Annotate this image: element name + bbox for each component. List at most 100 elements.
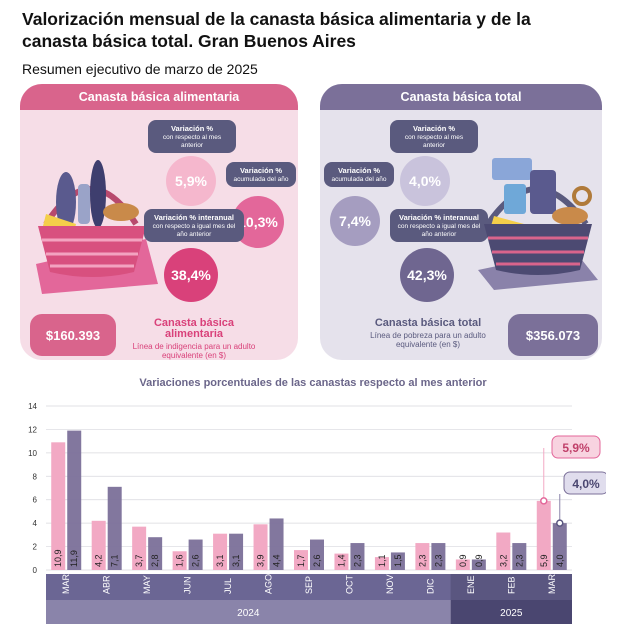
- page-subtitle: Resumen ejecutivo de marzo de 2025: [22, 61, 258, 77]
- bar: [512, 543, 527, 570]
- cba-var-acumulada-value: 10,3%: [232, 196, 284, 248]
- cba-price-description: Canasta básica alimentaria Línea de indi…: [124, 317, 264, 361]
- x-tick-label: JUL: [223, 578, 233, 594]
- bar: [294, 550, 308, 570]
- x-tick-label: MAR: [61, 574, 71, 595]
- bar-value-label: 3,1: [215, 554, 225, 567]
- bar-value-label: 7,1: [110, 554, 120, 567]
- cba-var-interanual-tag: Variación % interanual con respecto a ig…: [144, 209, 244, 242]
- bar-value-label: 4,0: [555, 554, 565, 567]
- y-tick-label: 4: [33, 519, 38, 528]
- bar: [91, 520, 106, 570]
- bar-value-label: 2,3: [417, 554, 427, 567]
- bar: [172, 551, 187, 570]
- cbt-var-interanual-value: 42,3%: [400, 248, 454, 302]
- bar: [552, 523, 567, 570]
- cbt-var-mensual-label: Variación %: [412, 124, 456, 133]
- x-tick-label: MAY: [142, 575, 152, 594]
- year-label-2024: 2024: [237, 608, 260, 619]
- basket-food-illustration: [36, 160, 158, 294]
- cba-var-mensual-value: 5,9%: [166, 156, 216, 206]
- callout-label-cbt: 4,0%: [572, 477, 600, 491]
- cba-var-acumulada-sub: acumulada del año: [233, 176, 289, 183]
- bar-value-label: 2,3: [352, 554, 362, 567]
- x-tick-label: AGO: [264, 574, 274, 594]
- bar-value-label: 1,1: [377, 554, 387, 567]
- bar: [310, 539, 324, 570]
- cba-name: Canasta básica alimentaria: [153, 317, 235, 340]
- bar: [213, 533, 228, 570]
- x-tick-label: DIC: [425, 578, 435, 594]
- cba-var-interanual-value: 38,4%: [164, 248, 218, 302]
- bar-value-label: 2,6: [312, 554, 322, 567]
- bar: [148, 537, 163, 570]
- bar: [455, 559, 470, 570]
- y-tick-label: 0: [33, 566, 38, 575]
- bar-value-label: 1,6: [175, 554, 185, 567]
- bar-value-label: 3,2: [498, 554, 508, 567]
- x-tick-label: SEP: [304, 576, 314, 594]
- month-band-2025: [450, 574, 572, 600]
- bar-value-label: 1,4: [336, 554, 346, 567]
- bar: [496, 532, 511, 570]
- bar-value-label: 5,9: [539, 554, 549, 567]
- y-tick-label: 2: [33, 543, 38, 552]
- bar: [67, 430, 82, 570]
- bar-value-label: 3,7: [134, 554, 144, 567]
- x-tick-label: MAR: [547, 574, 557, 595]
- x-tick-label: JUN: [183, 577, 193, 595]
- cbt-var-interanual-label: Variación % interanual: [398, 213, 480, 222]
- bar: [188, 539, 203, 570]
- cbt-price: $356.073: [508, 314, 598, 356]
- bar: [229, 533, 244, 570]
- cbt-var-acumulada-sub: acumulada del año: [331, 176, 387, 183]
- x-tick-label: ABR: [102, 575, 112, 594]
- cbt-var-mensual-value: 4,0%: [400, 156, 450, 206]
- bar-value-label: 4,4: [272, 554, 282, 567]
- bar-value-label: 11,9: [69, 550, 79, 567]
- cba-var-interanual-label: Variación % interanual: [153, 213, 235, 222]
- y-tick-label: 6: [33, 496, 38, 505]
- bar: [536, 500, 551, 570]
- bar: [431, 543, 446, 570]
- bar: [51, 442, 66, 570]
- y-tick-label: 10: [28, 449, 37, 458]
- cbt-price-description: Canasta básica total Línea de pobreza pa…: [358, 317, 498, 350]
- cba-var-mensual-label: Variación %: [170, 124, 214, 133]
- cbt-var-acumulada-value: 7,4%: [330, 196, 380, 246]
- cba-var-mensual-tag: Variación % con respecto al mes anterior: [148, 120, 236, 153]
- variation-bar-chart: 0 2 4 6 8 10 12 14 10,9 11,9 MAR 4,2 7,1 ABR 3,7 2,8 MAY…: [28, 402, 606, 624]
- bar: [269, 518, 284, 570]
- page-title: Valorización mensual de la canasta básic…: [22, 9, 531, 51]
- bar: [471, 559, 486, 570]
- cba-var-interanual-sub: con respecto a igual mes del año anterio…: [152, 223, 236, 238]
- bar: [390, 552, 405, 570]
- cbt-var-interanual-tag: Variación % interanual con respecto a ig…: [390, 209, 488, 242]
- chart-title: Variaciones porcentuales de las canastas…: [139, 377, 487, 389]
- x-tick-label: OCT: [344, 575, 354, 595]
- bar-value-label: 10,9: [53, 549, 63, 567]
- bar: [107, 486, 122, 570]
- y-tick-label: 8: [33, 472, 38, 481]
- cba-desc: Línea de indigencia para un adulto equiv…: [132, 342, 256, 360]
- bar: [350, 543, 365, 570]
- callout-label-cba: 5,9%: [562, 441, 590, 455]
- bar: [415, 543, 430, 570]
- bar: [132, 526, 147, 570]
- cbt-var-mensual-tag: Variación % con respecto al mes anterior: [390, 120, 478, 153]
- cbt-var-acumulada-label: Variación %: [337, 166, 381, 175]
- x-tick-label: FEB: [506, 576, 516, 594]
- bar: [334, 553, 349, 570]
- cba-price: $160.393: [30, 314, 116, 356]
- year-label-2025: 2025: [500, 608, 523, 619]
- bar-value-label: 2,6: [191, 554, 201, 567]
- bar-value-label: 4,2: [94, 554, 104, 567]
- basket-goods-illustration: [478, 158, 598, 290]
- bar-value-label: 2,3: [514, 554, 524, 567]
- cba-var-acumulada-tag: Variación % acumulada del año: [226, 162, 296, 187]
- bar-value-label: 0,9: [458, 554, 468, 567]
- bar-value-label: 2,3: [433, 554, 443, 567]
- year-band-2025: [450, 600, 572, 624]
- cbt-name: Canasta básica total: [374, 317, 482, 329]
- year-band-2024: [46, 600, 451, 624]
